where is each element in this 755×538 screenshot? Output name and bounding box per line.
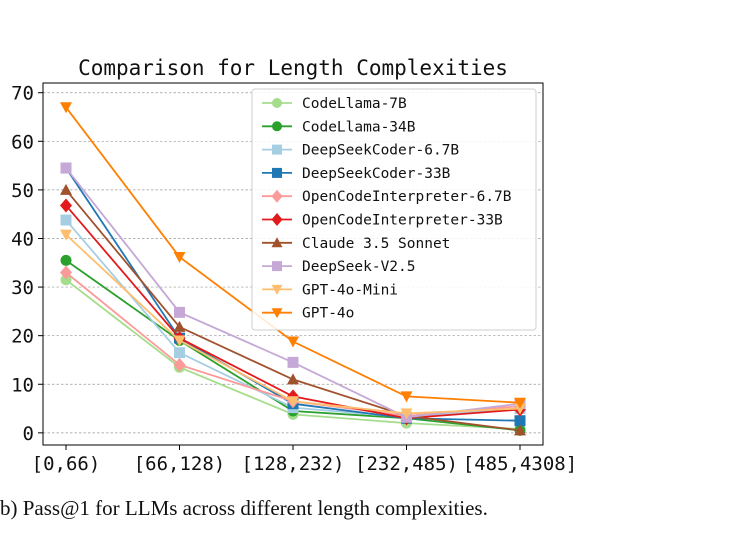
legend-label: OpenCodeInterpreter-33B	[302, 213, 503, 229]
data-point	[60, 274, 72, 286]
y-tick-label: 30	[11, 277, 34, 299]
legend-label: Claude 3.5 Sonnet	[302, 236, 450, 252]
y-tick-label: 60	[11, 131, 34, 153]
axes: 0 10 20 30 40 50 60 70 [0,66) [66,128) [128,232) [2…	[11, 82, 577, 475]
legend-label: GPT-4o-Mini	[302, 282, 398, 298]
legend-marker	[271, 213, 283, 226]
data-point	[173, 320, 186, 332]
chart-title: Comparison for Length Complexities	[78, 56, 508, 80]
data-point	[287, 373, 299, 385]
data-point	[60, 162, 72, 174]
legend-marker	[271, 284, 283, 295]
series-9	[60, 102, 526, 409]
legend-entry: GPT-4o-Mini	[262, 282, 398, 298]
legend-label: OpenCodeInterpreter-6.7B	[302, 189, 512, 205]
legend-label: GPT-4o	[302, 306, 354, 322]
y-tick-label: 40	[11, 228, 34, 250]
data-point	[287, 396, 299, 408]
data-point	[174, 306, 185, 318]
data-point	[174, 347, 185, 359]
data-point	[60, 214, 72, 226]
data-point	[60, 183, 72, 195]
x-tick-label: [232,485)	[355, 453, 458, 475]
legend-entry: DeepSeekCoder-6.7B	[262, 143, 459, 159]
legend-entry: OpenCodeInterpreter-33B	[262, 213, 503, 229]
figure-caption: b) Pass@1 for LLMs across different leng…	[0, 496, 488, 520]
data-point	[514, 415, 526, 427]
y-tick-label: 20	[11, 326, 34, 348]
x-tick-label: [66,128)	[134, 453, 226, 475]
legend-label: DeepSeek-V2.5	[302, 259, 416, 275]
data-point	[514, 403, 526, 415]
x-tick-label: [485,4308]	[463, 453, 577, 475]
legend: CodeLlama-7B CodeLlama-34B DeepSeekCoder-6…	[251, 88, 537, 331]
data-point	[287, 356, 299, 368]
data-point	[173, 251, 186, 263]
legend-entry: DeepSeekCoder-33B	[262, 166, 451, 182]
data-point	[60, 198, 72, 213]
legend-entry: GPT-4o	[262, 306, 354, 322]
legend-entry: OpenCodeInterpreter-6.7B	[262, 189, 512, 205]
data-point	[287, 336, 299, 348]
legend-label: CodeLlama-34B	[302, 119, 416, 135]
legend-marker	[271, 237, 283, 248]
legend-box	[251, 88, 537, 331]
data-point	[60, 265, 72, 280]
legend-marker	[272, 167, 282, 178]
legend-label: DeepSeekCoder-33B	[302, 166, 451, 182]
legend-marker	[272, 144, 282, 155]
legend-entry: DeepSeek-V2.5	[262, 259, 416, 275]
series-group	[60, 102, 526, 436]
data-point	[60, 102, 72, 114]
legend-label: DeepSeekCoder-6.7B	[302, 143, 459, 159]
data-point	[400, 391, 413, 403]
y-tick-label: 50	[11, 180, 34, 202]
series-8	[60, 229, 526, 420]
legend-marker	[271, 308, 283, 319]
legend-marker	[272, 121, 282, 132]
data-point	[400, 408, 413, 420]
data-point	[173, 335, 186, 347]
data-point	[514, 424, 526, 436]
legend-label: CodeLlama-7B	[302, 96, 407, 112]
data-point	[60, 254, 72, 266]
x-tick-label: [128,232)	[242, 453, 345, 475]
y-tick-label: 70	[11, 83, 34, 105]
legend-marker	[272, 261, 282, 272]
legend-entry: CodeLlama-34B	[262, 119, 416, 135]
y-tick-label: 10	[11, 374, 34, 396]
legend-entry: CodeLlama-7B	[262, 96, 407, 112]
legend-marker	[271, 189, 283, 203]
data-point	[173, 357, 186, 372]
legend-marker	[272, 98, 282, 108]
data-point	[514, 397, 526, 409]
legend-entry: Claude 3.5 Sonnet	[262, 236, 450, 252]
y-tick-label: 0	[23, 423, 34, 445]
x-tick-label: [0,66)	[32, 453, 101, 475]
data-point	[60, 229, 72, 241]
